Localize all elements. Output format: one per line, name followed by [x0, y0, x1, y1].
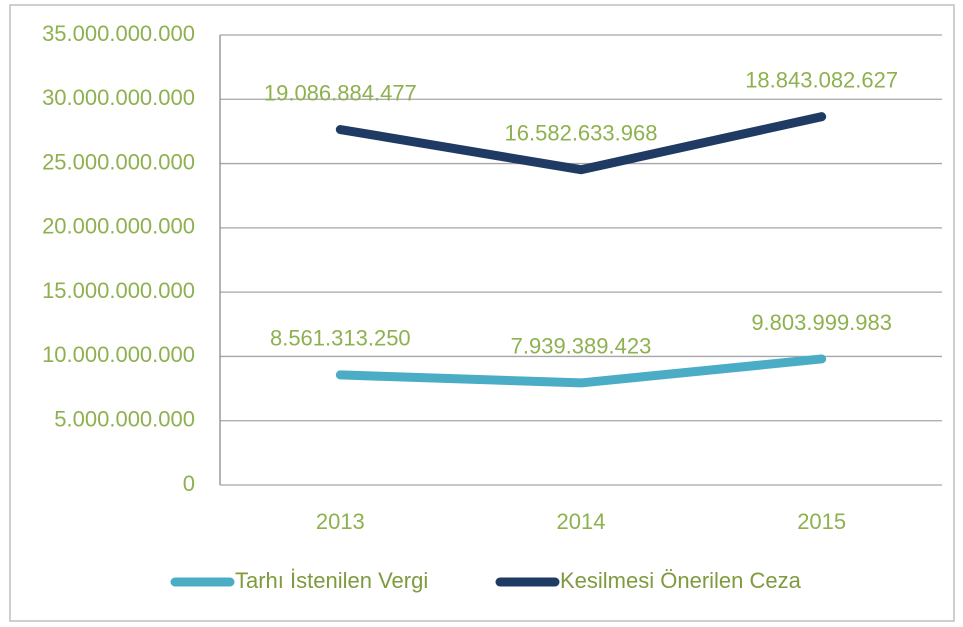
- data-label: 9.803.999.983: [751, 310, 892, 335]
- legend-label: Kesilmesi Önerilen Ceza: [560, 568, 802, 593]
- data-label: 16.582.633.968: [505, 121, 658, 146]
- y-tick-label: 25.000.000.000: [42, 149, 195, 174]
- data-label: 7.939.389.423: [511, 334, 652, 359]
- y-tick-label: 20.000.000.000: [42, 214, 195, 239]
- series-line: [335, 112, 827, 175]
- y-tick-label: 35.000.000.000: [42, 21, 195, 46]
- x-tick-label: 2014: [557, 509, 606, 534]
- y-tick-label: 5.000.000.000: [54, 407, 195, 432]
- chart-border: [9, 4, 955, 622]
- series-line: [335, 354, 827, 388]
- x-tick-label: 2015: [797, 509, 846, 534]
- data-label: 19.086.884.477: [264, 80, 417, 105]
- data-label: 8.561.313.250: [270, 326, 411, 351]
- y-tick-label: 0: [183, 471, 195, 496]
- y-tick-label: 30.000.000.000: [42, 85, 195, 110]
- y-tick-label: 10.000.000.000: [42, 342, 195, 367]
- data-label: 18.843.082.627: [745, 67, 898, 92]
- y-tick-label: 15.000.000.000: [42, 278, 195, 303]
- legend-label: Tarhı İstenilen Vergi: [235, 568, 428, 593]
- x-tick-label: 2013: [316, 509, 365, 534]
